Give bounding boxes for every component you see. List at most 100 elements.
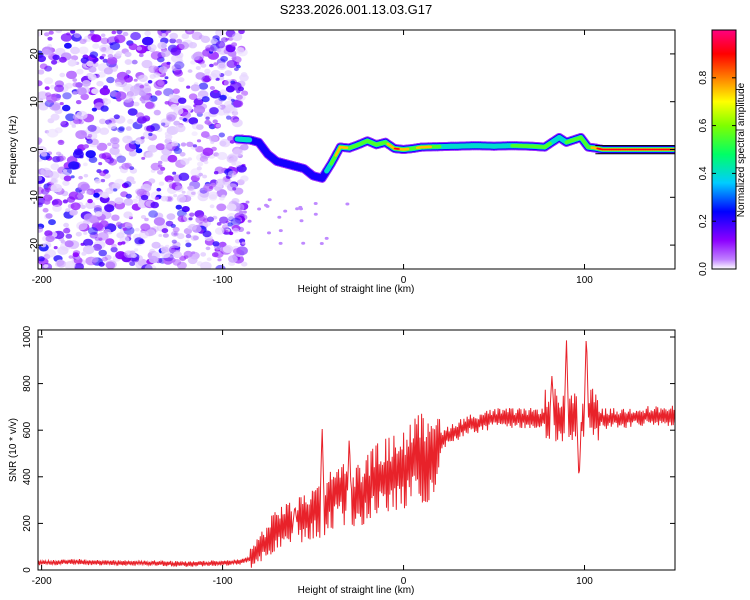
noise-speckle-dot	[210, 38, 218, 45]
snr-panel: -200 -100 0 100 0 200 400 600 800 1000 Height of…	[8, 325, 676, 596]
noise-speckle-dot	[144, 82, 149, 87]
noise-speckle-dot	[201, 76, 211, 83]
noise-speckle-dot	[110, 137, 120, 145]
noise-speckle-dot	[246, 231, 251, 235]
noise-speckle-dot	[225, 37, 230, 41]
noise-speckle-dot	[127, 108, 138, 116]
noise-speckle-dot	[187, 256, 198, 265]
noise-speckle-dot	[70, 202, 81, 211]
noise-speckle-dot	[97, 232, 109, 241]
noise-speckle-dot	[94, 178, 102, 184]
noise-speckle-dot	[190, 60, 196, 65]
noise-speckle-dot	[62, 180, 70, 187]
noise-speckle-dot	[173, 120, 181, 126]
noise-speckle-dot	[53, 246, 58, 250]
noise-speckle-dot	[226, 183, 238, 192]
x-tick-label: 100	[576, 576, 593, 587]
noise-speckle-dot	[169, 38, 177, 44]
ridge-segment	[547, 141, 552, 146]
noise-speckle-dot	[123, 181, 132, 188]
noise-speckle-dot	[208, 191, 218, 200]
noise-speckle-dot	[135, 188, 144, 195]
bottom-y-ticks: 0 200 400 600 800 1000	[22, 325, 675, 573]
colorbar-tick-label: 0.2	[698, 214, 709, 228]
noise-speckle-dot	[45, 235, 55, 243]
noise-speckle-dot	[267, 198, 272, 202]
noise-speckle-dot	[105, 187, 114, 194]
noise-speckle-dot	[226, 60, 238, 68]
noise-speckle-dot	[180, 142, 187, 147]
noise-speckle-dot	[112, 188, 118, 192]
noise-speckle-dot	[200, 35, 211, 44]
noise-speckle-dot	[171, 141, 179, 147]
noise-speckle-dot	[188, 117, 199, 125]
noise-speckle-dot	[109, 147, 120, 155]
noise-speckle-dot	[205, 47, 211, 52]
noise-speckle-dot	[107, 122, 117, 130]
noise-speckle-dot	[241, 241, 246, 245]
noise-speckle-dot	[172, 259, 182, 266]
noise-speckle-dot	[145, 151, 154, 158]
noise-speckle-dot	[187, 69, 193, 73]
noise-speckle-dot	[201, 96, 210, 103]
noise-speckle-dot	[113, 114, 120, 120]
y-tick-label: 400	[22, 468, 33, 485]
noise-speckle-dot	[129, 140, 136, 145]
noise-speckle-dot	[188, 42, 197, 49]
noise-speckle-dot	[186, 189, 197, 197]
noise-speckle-dot	[105, 261, 116, 269]
noise-speckle-dot	[100, 178, 106, 183]
noise-speckle-dot	[193, 105, 206, 115]
noise-speckle-dot	[202, 230, 212, 238]
noise-speckle-dot	[133, 78, 138, 82]
noise-speckle-dot	[114, 152, 122, 159]
noise-speckle-dot	[96, 80, 104, 87]
noise-speckle-dot	[234, 67, 239, 72]
noise-speckle-dot	[187, 185, 195, 191]
noise-speckle-dot	[38, 226, 44, 233]
noise-speckle-dot	[73, 33, 81, 38]
noise-speckle-dot	[100, 105, 109, 112]
noise-speckle-dot	[51, 59, 58, 65]
noise-speckle-dot	[38, 80, 43, 87]
noise-speckle-dot	[219, 138, 231, 148]
noise-speckle-dot	[81, 251, 87, 256]
noise-speckle-dot	[200, 261, 212, 269]
noise-speckle-dot	[87, 134, 93, 138]
noise-speckle-dot	[44, 187, 51, 193]
noise-speckle-dot	[83, 213, 95, 222]
noise-speckle-dot	[141, 59, 153, 69]
noise-speckle-dot	[178, 41, 190, 50]
noise-speckle-dot	[38, 139, 42, 144]
noise-speckle-dot	[166, 111, 178, 121]
noise-speckle-dot	[226, 115, 232, 120]
noise-speckle-dot	[187, 157, 193, 161]
noise-speckle-dot	[85, 131, 98, 141]
noise-speckle-dot	[198, 82, 209, 90]
noise-speckle-dot	[60, 33, 72, 42]
noise-speckle-dot	[236, 89, 241, 94]
noise-speckle-dot	[233, 99, 244, 108]
colorbar-tick-label: 0.0	[698, 262, 709, 276]
noise-speckle-dot	[69, 120, 77, 126]
noise-speckle-dot	[134, 227, 140, 232]
noise-speckle-dot	[136, 46, 143, 51]
noise-speckle-dot	[75, 130, 87, 140]
noise-speckle-dot	[232, 148, 244, 157]
noise-speckle-dot	[219, 216, 229, 224]
noise-speckle-dot	[181, 33, 190, 40]
noise-speckle-dot	[158, 66, 168, 74]
noise-speckle-dot	[154, 90, 162, 96]
noise-speckle-dot	[172, 88, 180, 94]
noise-speckle-dot	[72, 91, 78, 95]
noise-speckle-dot	[169, 32, 178, 40]
noise-speckle-dot	[176, 233, 185, 240]
noise-speckle-dot	[222, 80, 229, 86]
noise-speckle-dot	[178, 59, 184, 64]
noise-speckle-dot	[190, 168, 201, 177]
noise-speckle-dot	[59, 155, 66, 161]
noise-speckle-dot	[217, 152, 228, 160]
chart-title: S233.2026.001.13.03.G17	[280, 2, 433, 17]
noise-speckle-dot	[126, 233, 132, 238]
noise-speckle-dot	[191, 131, 198, 136]
